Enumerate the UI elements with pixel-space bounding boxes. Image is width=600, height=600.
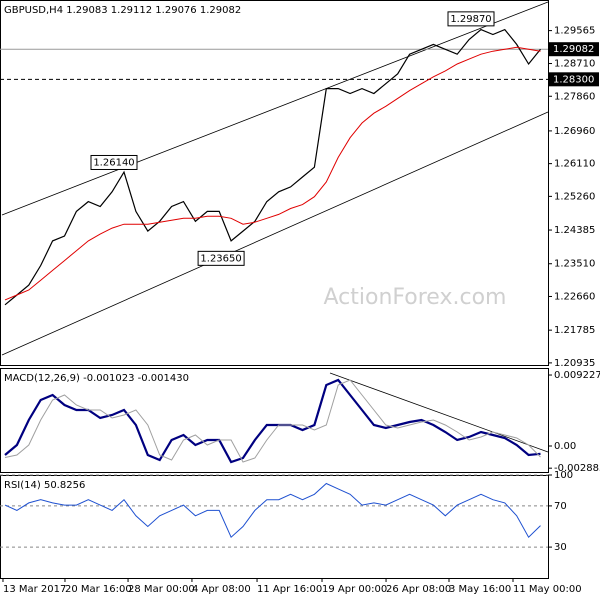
macd-panel [0, 368, 549, 473]
y-tick-label: 1.26960 [554, 126, 595, 137]
y-tick-label: -0.002883 [554, 463, 600, 474]
y-tick-label: 100 [554, 470, 573, 481]
macd-trendline [329, 372, 549, 453]
watermark: ActionForex.com [324, 285, 507, 310]
annotation-label: 1.23650 [200, 253, 241, 264]
y-tick-label: 1.23510 [554, 259, 595, 270]
y-tick-label: 70 [554, 501, 567, 512]
annotation-box [197, 250, 245, 266]
y-tick-label: 1.28710 [554, 59, 595, 70]
series-line [4, 379, 541, 463]
y-tick-label: 1.21785 [554, 325, 595, 336]
series-line [4, 482, 541, 539]
x-tick-label: 13 Mar 2017 [3, 584, 66, 595]
y-tick-label: 0.00 [554, 441, 576, 452]
y-tick-label: 1.20935 [554, 358, 595, 369]
series-line [4, 28, 541, 306]
x-tick-label: 19 Apr 00:00 [322, 584, 387, 595]
y-tick-label: 1.24385 [554, 225, 595, 236]
y-tick-label: 1.22660 [554, 291, 595, 302]
x-tick-label: 11 Apr 16:00 [257, 584, 322, 595]
price-level-box [549, 42, 599, 57]
y-tick-label: 30 [554, 542, 567, 553]
y-tick-label: 1.25260 [554, 191, 595, 202]
x-tick-label: 4 Apr 08:00 [192, 584, 251, 595]
annotation-label: 1.26140 [93, 157, 134, 168]
panel-title: GBPUSD,H4 1.29083 1.29112 1.29076 1.2908… [4, 5, 241, 16]
price-panel [0, 0, 549, 366]
x-tick-label: 26 Apr 08:00 [386, 584, 451, 595]
annotation-box [447, 11, 495, 27]
series-line [4, 378, 541, 464]
price-level-label: 1.29082 [553, 44, 594, 55]
y-tick-label: 1.26110 [554, 159, 595, 170]
rsi-panel [0, 475, 549, 579]
channel-lower [1, 111, 549, 356]
series-line [4, 46, 541, 301]
y-tick-label: 1.27860 [554, 91, 595, 102]
x-tick-label: 3 May 16:00 [449, 584, 511, 595]
x-tick-label: 20 Mar 16:00 [65, 584, 132, 595]
annotation-label: 1.29870 [450, 14, 491, 25]
x-tick-label: 28 Mar 00:00 [128, 584, 195, 595]
x-tick-label: 11 May 00:00 [513, 584, 582, 595]
panel-title: RSI(14) 50.8256 [4, 480, 85, 491]
panel-title: MACD(12,26,9) -0.001023 -0.001430 [4, 373, 189, 384]
y-tick-label: 0.009227 [554, 370, 600, 381]
annotation-box [90, 154, 138, 170]
price-level-box [549, 72, 599, 87]
channel-upper [1, 1, 549, 216]
y-tick-label: 1.29565 [554, 26, 595, 37]
price-level-label: 1.28300 [553, 74, 594, 85]
